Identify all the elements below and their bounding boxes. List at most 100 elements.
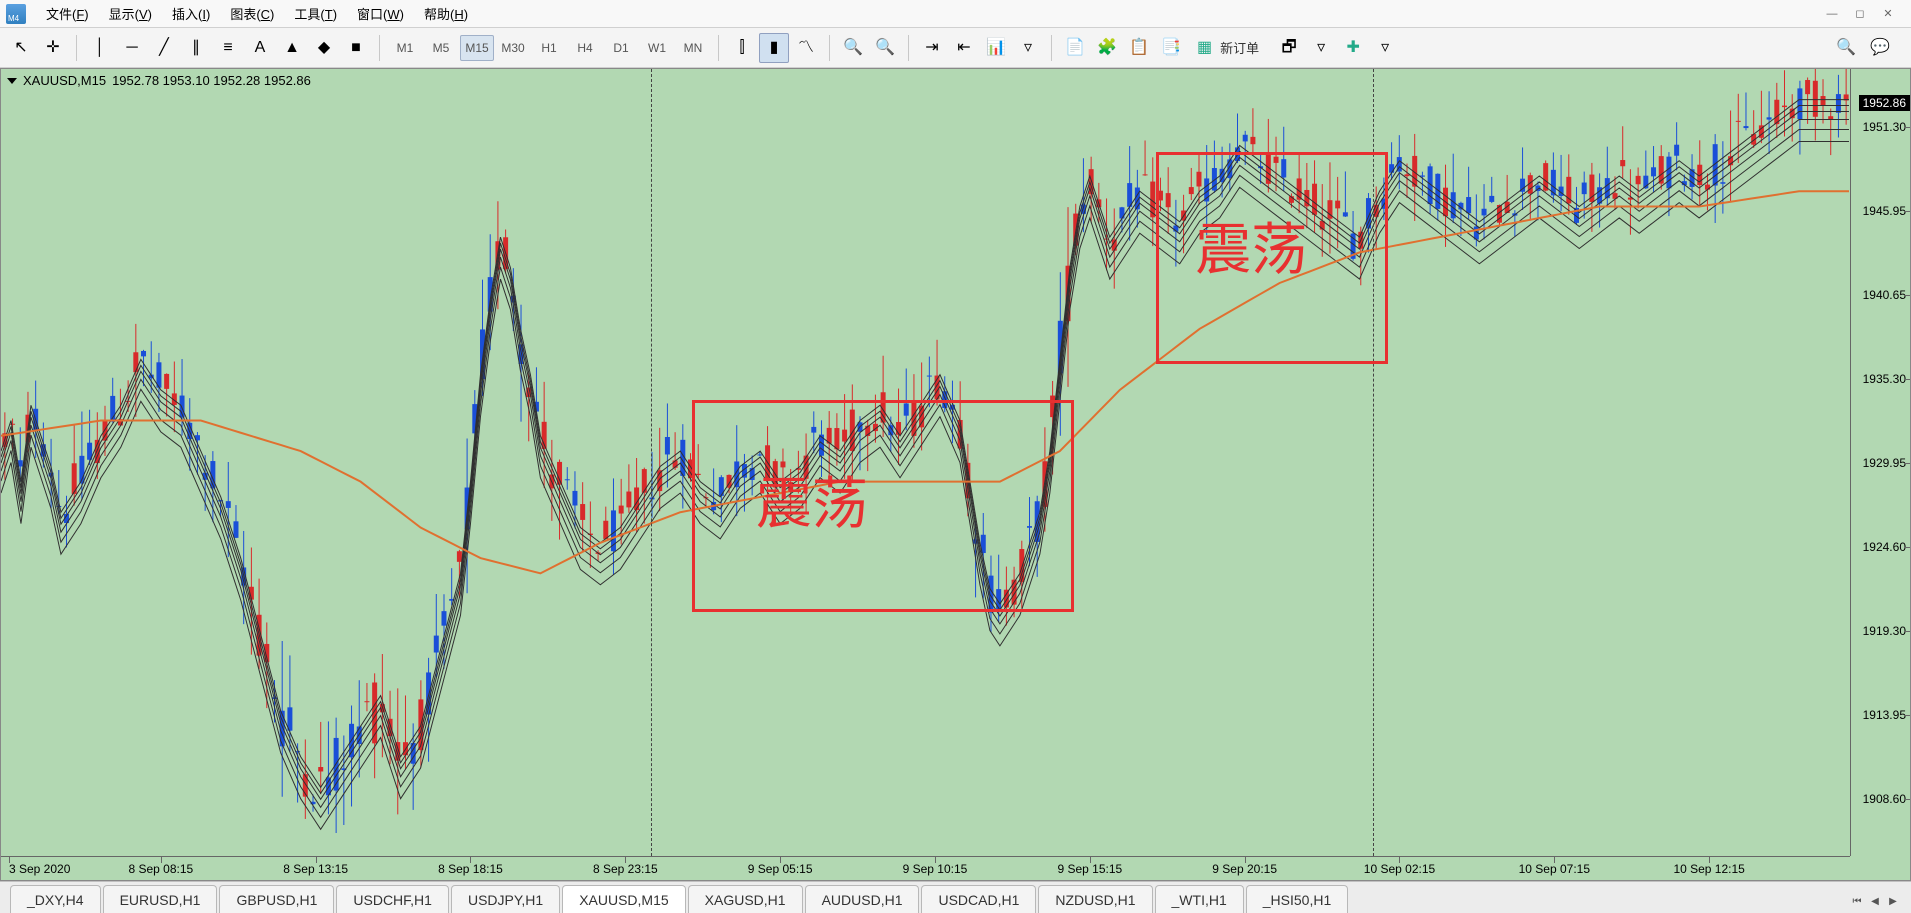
new-order-label: 新订单 [1216,38,1263,57]
y-tick-label: 1924.60 [1863,540,1906,554]
tab-scroll-first-icon[interactable]: ⏮ [1849,893,1865,909]
tab-gbpusd-h1[interactable]: GBPUSD,H1 [219,885,334,913]
new-chart-icon[interactable]: 🗗 [1274,33,1304,63]
menu-i[interactable]: 插入(I) [162,0,220,27]
timeframe-m5[interactable]: M5 [424,35,458,61]
x-tick-label: 8 Sep 13:15 [283,862,348,876]
timeframe-h1[interactable]: H1 [532,35,566,61]
x-tick-label: 10 Sep 02:15 [1364,862,1435,876]
tab-usdcad-h1[interactable]: USDCAD,H1 [921,885,1036,913]
tab-xauusd-m15[interactable]: XAUUSD,M15 [562,885,685,913]
menu-v[interactable]: 显示(V) [99,0,162,27]
tab--hsi50-h1[interactable]: _HSI50,H1 [1246,885,1348,913]
indicators-icon[interactable]: 📊 [981,33,1011,63]
trendline-tool[interactable]: ╱ [149,33,179,63]
zoom-in-icon[interactable]: 🔍 [838,33,868,63]
chart-area[interactable]: XAUUSD,M15 1952.78 1953.10 1952.28 1952.… [0,68,1911,881]
annotation-box [692,400,1074,612]
y-tick-label: 1945.95 [1863,204,1906,218]
x-tick-label: 9 Sep 15:15 [1057,862,1122,876]
timeframe-w1[interactable]: W1 [640,35,674,61]
add-icon[interactable]: ✚ [1338,33,1368,63]
chart-shift-icon[interactable]: ⇤ [949,33,979,63]
tab-usdjpy-h1[interactable]: USDJPY,H1 [451,885,560,913]
window-controls: — ◻ ✕ [1825,7,1905,21]
zoom-out-icon[interactable]: 🔍 [870,33,900,63]
cursor-tool[interactable]: ↖ [6,33,36,63]
menu-w[interactable]: 窗口(W) [347,0,414,27]
y-axis: 1908.601913.951919.301924.601929.951935.… [1850,69,1910,856]
x-tick-label: 8 Sep 08:15 [128,862,193,876]
x-tick-label: 10 Sep 12:15 [1673,862,1744,876]
vertical-line-tool[interactable]: │ [85,33,115,63]
annotation-box [1156,152,1388,364]
chart-symbol: XAUUSD,M15 [23,73,106,88]
symbol-tabs: _DXY,H4EURUSD,H1GBPUSD,H1USDCHF,H1USDJPY… [0,881,1911,913]
chart-ohlc: 1952.78 1953.10 1952.28 1952.86 [112,73,311,88]
tab-scroll-controls: ⏮ ◀ ▶ [1849,893,1901,913]
timeframe-m30[interactable]: M30 [496,35,530,61]
x-tick-label: 9 Sep 10:15 [903,862,968,876]
tab--dxy-h4[interactable]: _DXY,H4 [10,885,101,913]
tab--wti-h1[interactable]: _WTI,H1 [1155,885,1244,913]
horizontal-line-tool[interactable]: ─ [117,33,147,63]
x-axis: 3 Sep 2020 8 Sep 08:15 8 Sep 13:15 8 Sep 18… [1,856,1850,880]
tab-usdchf-h1[interactable]: USDCHF,H1 [336,885,449,913]
candle-chart-icon[interactable]: ▮ [759,33,789,63]
close-button[interactable]: ✕ [1881,7,1895,21]
y-tick-label: 1951.30 [1863,120,1906,134]
crosshair-tool[interactable]: ✛ [38,33,68,63]
bar-chart-icon[interactable]: ⫿ [727,33,757,63]
timeframe-m1[interactable]: M1 [388,35,422,61]
tab-nzdusd-h1[interactable]: NZDUSD,H1 [1038,885,1152,913]
maximize-button[interactable]: ◻ [1853,7,1867,21]
auto-scroll-icon[interactable]: ⇥ [917,33,947,63]
line-chart-icon[interactable]: 〽 [791,33,821,63]
x-tick-label: 3 Sep 2020 [9,862,70,876]
chart-menu-triangle-icon[interactable] [7,78,17,84]
x-tick-label: 9 Sep 20:15 [1212,862,1277,876]
properties-icon[interactable]: 📑 [1156,33,1186,63]
period-dropdown-icon[interactable]: ▿ [1013,33,1043,63]
menu-t[interactable]: 工具(T) [284,0,347,27]
timeframe-h4[interactable]: H4 [568,35,602,61]
new-order-button[interactable]: ▦ 新订单 [1188,33,1272,63]
menu-c[interactable]: 图表(C) [220,0,284,27]
arrow-tool[interactable]: ◆ [309,33,339,63]
menu-h[interactable]: 帮助(H) [414,0,478,27]
tab-scroll-next-icon[interactable]: ▶ [1885,893,1901,909]
tab-scroll-prev-icon[interactable]: ◀ [1867,893,1883,909]
chart-header: XAUUSD,M15 1952.78 1953.10 1952.28 1952.… [7,73,311,88]
current-price-label: 1952.86 [1859,95,1910,111]
menu-bar: 文件(F)显示(V)插入(I)图表(C)工具(T)窗口(W)帮助(H) — ◻ … [0,0,1911,28]
market-watch-icon[interactable]: 📋 [1124,33,1154,63]
dropdown-icon[interactable]: ▿ [1306,33,1336,63]
menu-f[interactable]: 文件(F) [36,0,99,27]
y-tick-label: 1940.65 [1863,288,1906,302]
chat-icon[interactable]: 💬 [1865,33,1895,63]
y-tick-label: 1929.95 [1863,456,1906,470]
timeframe-m15[interactable]: M15 [460,35,494,61]
text-tool[interactable]: A [245,33,275,63]
y-tick-label: 1913.95 [1863,708,1906,722]
x-tick-label: 8 Sep 23:15 [593,862,658,876]
templates-icon[interactable]: 📄 [1060,33,1090,63]
x-tick-label: 8 Sep 18:15 [438,862,503,876]
y-tick-label: 1908.60 [1863,792,1906,806]
tab-audusd-h1[interactable]: AUDUSD,H1 [805,885,920,913]
y-tick-label: 1919.30 [1863,624,1906,638]
session-line [651,69,652,856]
tab-xagusd-h1[interactable]: XAGUSD,H1 [688,885,803,913]
minimize-button[interactable]: — [1825,7,1839,21]
x-tick-label: 10 Sep 07:15 [1519,862,1590,876]
label-tool[interactable]: ▲ [277,33,307,63]
fibonacci-tool[interactable]: ≡ [213,33,243,63]
channel-tool[interactable]: ∥ [181,33,211,63]
timeframe-d1[interactable]: D1 [604,35,638,61]
timeframe-mn[interactable]: MN [676,35,710,61]
shape-tool[interactable]: ■ [341,33,371,63]
expert-advisors-icon[interactable]: 🧩 [1092,33,1122,63]
tab-eurusd-h1[interactable]: EURUSD,H1 [103,885,218,913]
search-icon[interactable]: 🔍 [1831,33,1861,63]
more-dropdown-icon[interactable]: ▿ [1370,33,1400,63]
